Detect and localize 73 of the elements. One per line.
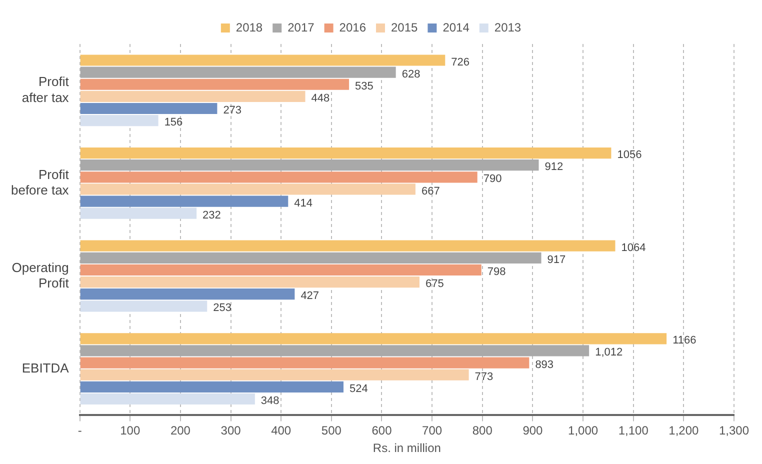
bar — [80, 252, 542, 264]
legend-label: 2016 — [339, 20, 366, 34]
bar — [80, 288, 295, 300]
legend-label: 2018 — [236, 20, 263, 34]
data-label: 273 — [223, 104, 242, 117]
bar — [80, 160, 539, 171]
bar — [80, 345, 590, 356]
data-label: 628 — [402, 68, 420, 80]
bar — [80, 393, 255, 405]
data-label: 1064 — [621, 242, 646, 254]
bar — [80, 264, 482, 276]
data-label: 1056 — [617, 149, 642, 162]
data-label: 790 — [483, 173, 502, 186]
bar — [80, 381, 344, 392]
data-label: 917 — [547, 254, 566, 266]
bar — [80, 208, 197, 219]
y-tick-label: EBITDA — [22, 360, 70, 376]
data-label: 427 — [300, 290, 320, 302]
data-label: 726 — [451, 56, 470, 68]
data-label: 912 — [544, 161, 564, 174]
legend-label: 2017 — [288, 20, 315, 34]
data-label: 156 — [164, 116, 183, 129]
data-label: 773 — [474, 370, 494, 383]
data-label: 1166 — [672, 334, 696, 347]
bar — [80, 115, 158, 126]
x-tick-label: 1,100 — [618, 424, 649, 438]
data-label: 535 — [355, 80, 374, 92]
bar — [80, 276, 420, 288]
data-label: 667 — [421, 185, 440, 198]
x-tick-label: 400 — [271, 424, 292, 438]
data-label: 524 — [350, 382, 368, 395]
bar — [80, 300, 208, 312]
bar — [80, 369, 469, 380]
bar — [80, 172, 478, 183]
bar — [80, 184, 416, 195]
data-label: 1,012 — [595, 346, 623, 359]
x-axis-title: Rs. in million — [372, 441, 441, 456]
data-label: 232 — [202, 209, 221, 222]
data-label: 253 — [213, 302, 232, 314]
y-tick-label: Profit before tax — [10, 166, 70, 198]
data-label: 414 — [294, 197, 313, 210]
data-label: 675 — [425, 278, 444, 290]
bar — [80, 54, 446, 66]
bar — [80, 240, 616, 252]
x-tick-label: 500 — [321, 424, 342, 438]
data-label: 448 — [311, 92, 330, 104]
data-label: 798 — [487, 266, 506, 278]
x-tick-label: 600 — [372, 424, 392, 438]
x-tick-label: 900 — [522, 424, 544, 438]
legend-label: 2014 — [442, 20, 470, 34]
bar — [80, 333, 667, 344]
x-tick-label: - — [78, 424, 82, 438]
data-label: 893 — [535, 358, 554, 371]
legend-label: 2013 — [494, 20, 522, 34]
x-tick-label: 1,000 — [568, 424, 598, 438]
y-tick-label: Profit after tax — [22, 74, 70, 105]
bar — [80, 90, 306, 102]
bar — [80, 78, 350, 90]
legend-label: 2015 — [391, 20, 418, 34]
x-tick-label: 1,200 — [668, 424, 700, 438]
bar — [80, 147, 612, 159]
y-tick-label: Operating Profit — [12, 260, 70, 290]
x-tick-label: 300 — [220, 424, 242, 438]
x-tick-label: 1,300 — [718, 424, 750, 438]
x-tick-label: 700 — [422, 424, 442, 438]
x-tick-label: 200 — [170, 424, 191, 438]
bar — [80, 357, 530, 368]
bar — [80, 102, 218, 114]
x-tick-label: 100 — [120, 424, 140, 438]
bar — [80, 196, 288, 207]
x-tick-label: 800 — [472, 424, 493, 438]
data-label: 348 — [260, 394, 280, 407]
bar — [80, 66, 396, 78]
